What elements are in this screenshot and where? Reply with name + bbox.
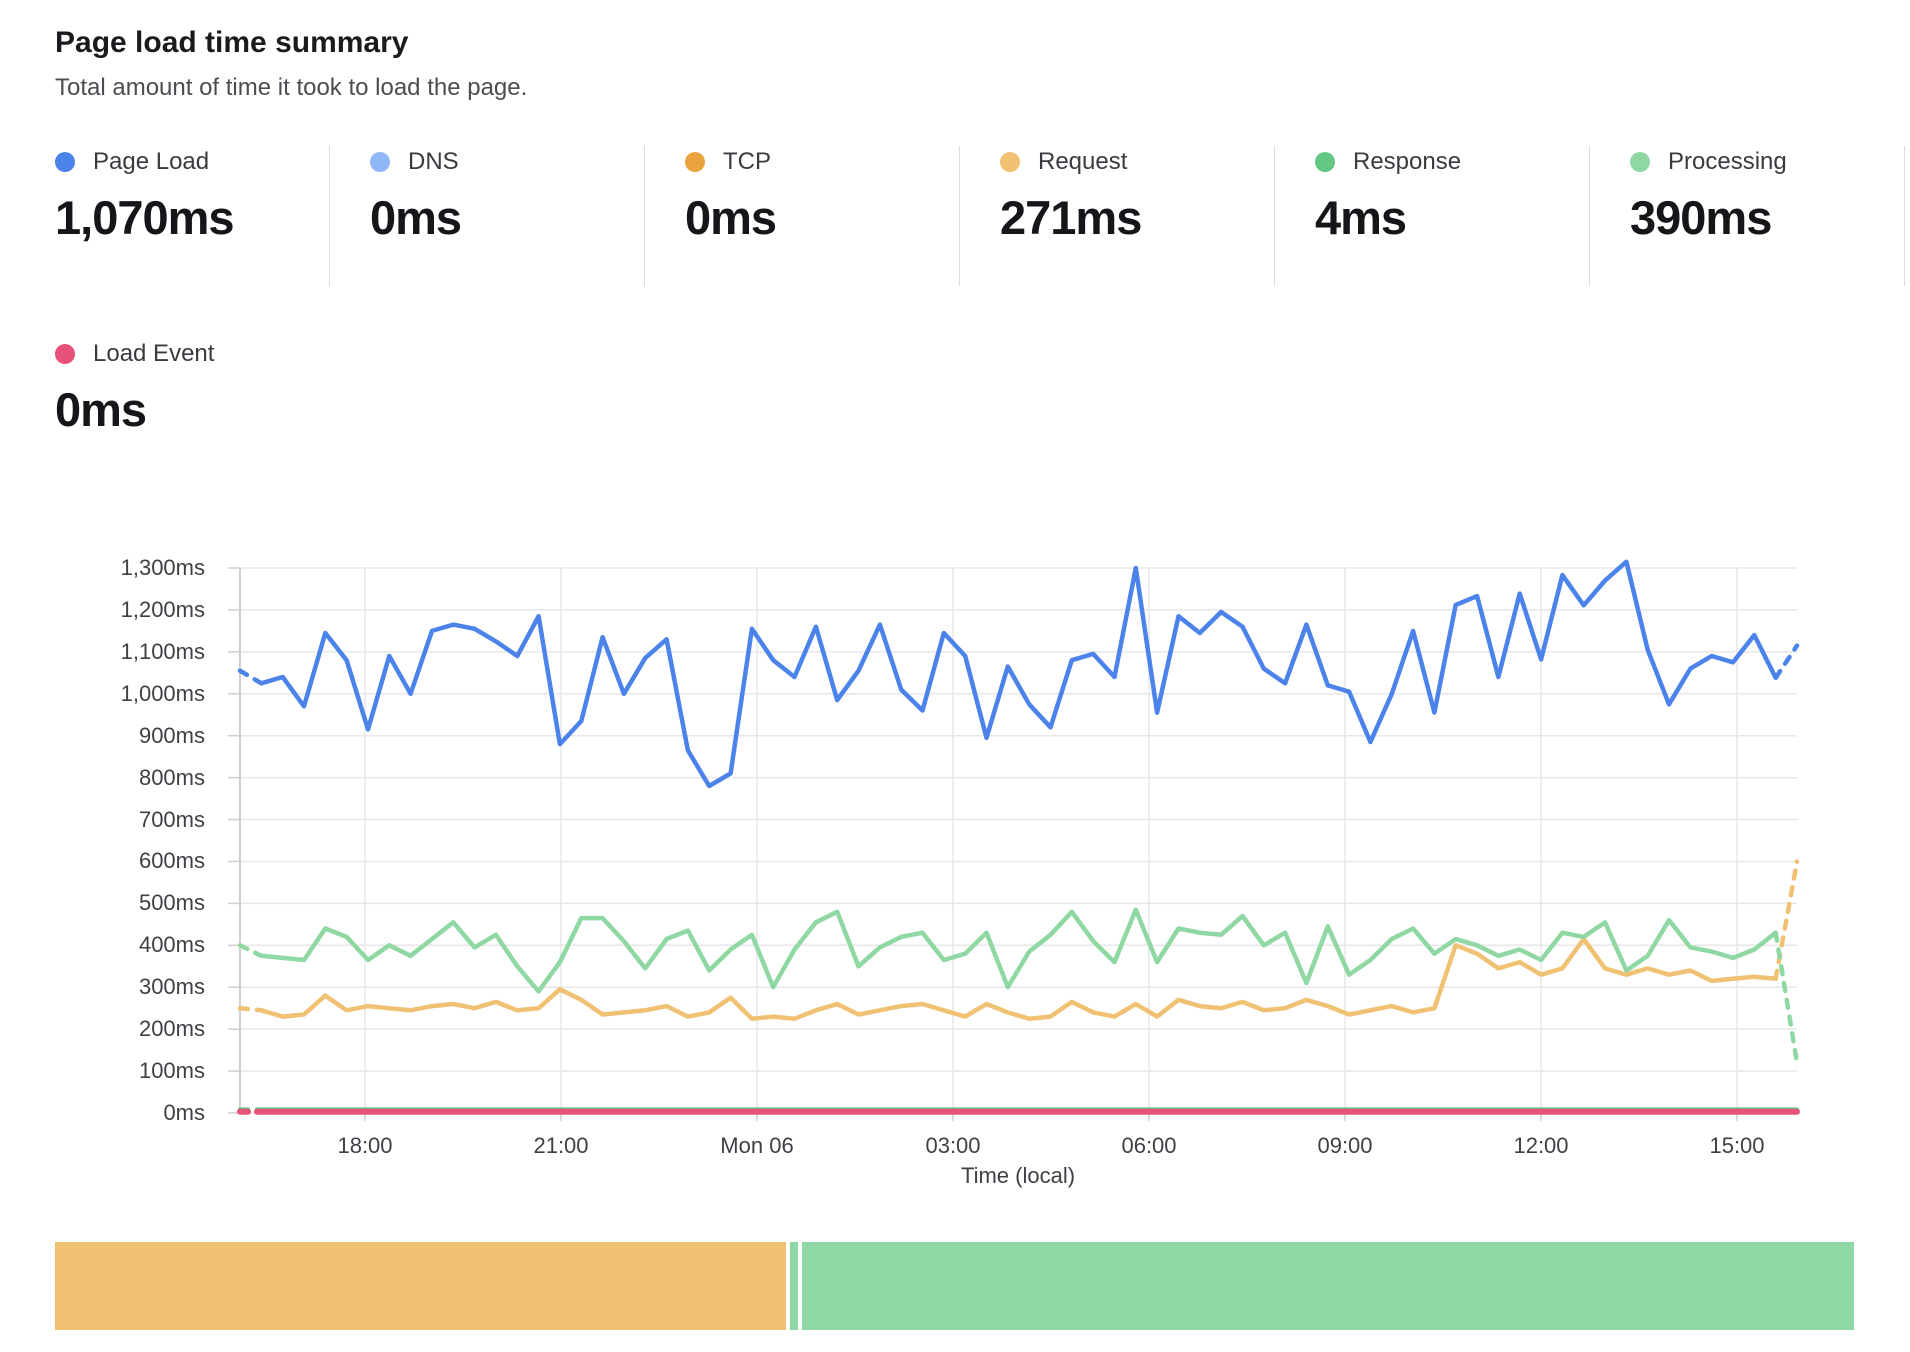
metric-response[interactable]: Response 4ms [1275,146,1590,286]
metric-label: Request [1038,148,1128,175]
bar-segment-request [55,1242,787,1330]
series-page-load-dash-start [237,668,264,686]
x-axis-label: 15:00 [1709,1133,1765,1158]
metric-value: 0ms [685,191,777,244]
metric-label: Processing [1668,148,1787,175]
y-axis-label: 200ms [138,1016,205,1042]
bar-segment-processing [802,1242,1854,1330]
y-axis-label: 1,100ms [120,638,205,664]
series-page-load [259,559,1778,789]
y-axis-label: 300ms [138,974,205,1000]
x-axis-label: 18:00 [337,1133,393,1158]
metric-load-event[interactable]: Load Event 0ms [55,338,214,437]
legend-dot-icon [685,152,705,172]
metric-value: 0ms [55,383,147,436]
x-axis-title: Time (local) [960,1163,1076,1188]
series-request [259,936,1778,1021]
series-processing [259,907,1778,994]
y-axis-label: 500ms [138,890,205,916]
timing-breakdown-bar [55,1242,1855,1330]
x-axis-label: 21:00 [533,1133,589,1158]
y-axis-label: 1,000ms [120,680,205,706]
metric-tcp[interactable]: TCP 0ms [645,146,960,286]
y-axis-label: 1,300ms [120,555,205,580]
metric-label: TCP [723,148,771,175]
y-axis-label: 100ms [138,1058,205,1084]
y-axis-label: 400ms [138,932,205,958]
x-axis-label: 12:00 [1513,1133,1569,1158]
series-request-dash-start [237,1005,264,1013]
metric-value: 0ms [370,191,462,244]
metric-value: 4ms [1315,191,1407,244]
series-processing-dash-start [237,943,264,959]
y-axis-label: 0ms [163,1100,205,1125]
metric-value: 1,070ms [55,191,235,244]
metric-processing[interactable]: Processing 390ms [1590,146,1905,286]
bar-segment-response [790,1242,799,1330]
y-axis-label: 900ms [138,722,205,748]
legend-dot-icon [1630,152,1650,172]
metric-page-load[interactable]: Page Load 1,070ms [15,146,330,286]
legend-dot-icon [1315,152,1335,172]
metric-label: Load Event [93,340,215,367]
metric-dns[interactable]: DNS 0ms [330,146,645,286]
legend-dot-icon [370,152,390,172]
x-axis-label: 09:00 [1317,1133,1373,1158]
metric-label: Page Load [93,148,210,175]
page-title: Page load time summary [55,26,409,59]
metric-value: 271ms [1000,191,1142,244]
y-axis-label: 1,200ms [120,596,205,622]
y-axis-label: 800ms [138,764,205,790]
metrics-legend-row: Page Load 1,070ms DNS 0ms TCP 0ms Request 271ms… [15,146,1905,286]
series-request-dash-end [1773,859,1800,982]
series-page-load-dash-end [1773,643,1800,681]
load-event-legend-dot-icon [55,344,75,364]
x-axis-label: Mon 06 [720,1133,794,1158]
x-axis-label: 06:00 [1121,1133,1177,1158]
legend-dot-icon [1000,152,1020,172]
metric-request[interactable]: Request 271ms [960,146,1275,286]
y-axis-label: 600ms [138,848,205,874]
legend-dot-icon [55,152,75,172]
y-axis-label: 700ms [138,806,205,832]
x-axis-label: 03:00 [925,1133,981,1158]
page-subtitle: Total amount of time it took to load the… [55,74,528,101]
metric-label: DNS [408,148,459,175]
series-processing-dash-end [1773,930,1800,1065]
metric-value: 390ms [1630,191,1772,244]
metric-label: Response [1353,148,1462,175]
